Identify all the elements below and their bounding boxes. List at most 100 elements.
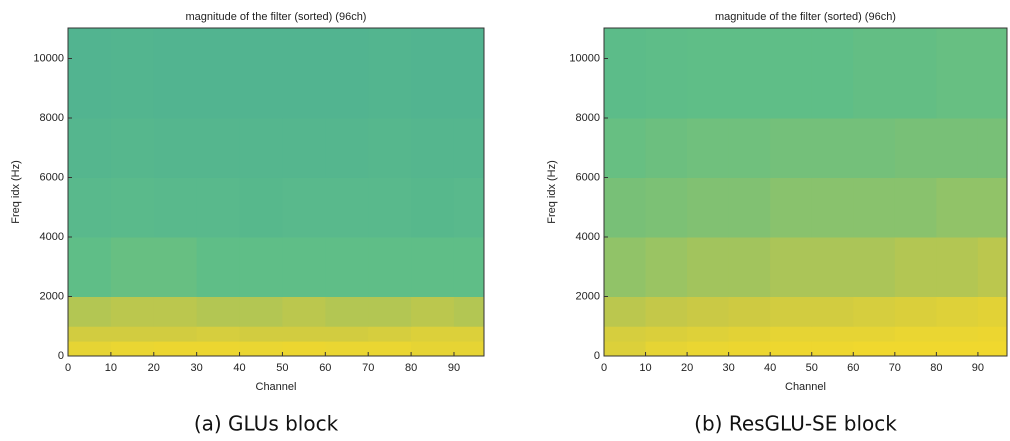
heatmap-cell <box>770 117 813 178</box>
heatmap-cell <box>453 341 485 357</box>
heatmap-cell <box>239 28 283 119</box>
x-tick-label: 30 <box>723 362 735 374</box>
heatmap-cell <box>453 28 485 119</box>
heatmap-cell <box>411 326 455 342</box>
heatmap-cell <box>153 177 198 238</box>
x-tick-label: 40 <box>764 362 776 374</box>
heatmap-cell <box>853 117 896 178</box>
heatmap-cell <box>68 236 112 297</box>
heatmap-cell <box>325 326 369 342</box>
heatmap-cell <box>196 28 241 119</box>
heatmap-cell <box>894 326 937 342</box>
heatmap-cell <box>453 177 485 238</box>
heatmap-cell <box>728 326 771 342</box>
x-tick-label: 20 <box>148 362 160 374</box>
heatmap-cell <box>936 296 979 327</box>
heatmap-cell <box>645 341 688 357</box>
y-tick-label: 0 <box>58 350 64 362</box>
y-tick-label: 6000 <box>40 171 64 183</box>
heatmap-cell <box>196 326 241 342</box>
heatmap-cell <box>282 341 326 357</box>
axes-box <box>603 27 1008 357</box>
heatmap-cell <box>853 296 896 327</box>
heatmap-cell <box>687 326 730 342</box>
y-tick-label: 4000 <box>576 231 600 243</box>
heatmap-cell <box>687 28 730 119</box>
heatmap-cell <box>68 117 112 178</box>
heatmap-cell <box>811 296 854 327</box>
x-tick-label: 70 <box>362 362 374 374</box>
heatmap-cell <box>728 28 771 119</box>
x-tick-label: 10 <box>639 362 651 374</box>
heatmap-cell <box>604 341 647 357</box>
heatmap-cell <box>325 177 369 238</box>
heatmap-cell <box>153 326 198 342</box>
x-tick-label: 90 <box>448 362 460 374</box>
heatmap-cell <box>728 341 771 357</box>
heatmap-cell <box>110 117 155 178</box>
chart-title: magnitude of the filter (sorted) (96ch) <box>715 11 896 23</box>
heatmap-cell <box>153 117 198 178</box>
heatmap-cell <box>239 236 283 297</box>
heatmap-cell <box>770 326 813 342</box>
heatmap-cell <box>110 177 155 238</box>
x-tick-label: 20 <box>681 362 693 374</box>
heatmap-cell <box>153 28 198 119</box>
heatmap-cell <box>239 326 283 342</box>
heatmap-cell <box>894 117 937 178</box>
heatmap-cell <box>282 177 326 238</box>
heatmap-cell <box>110 236 155 297</box>
y-tick-label: 6000 <box>576 171 600 183</box>
heatmap-cell <box>110 28 155 119</box>
x-tick-label: 50 <box>806 362 818 374</box>
heatmap-cell <box>687 296 730 327</box>
y-tick-label: 10000 <box>569 52 600 64</box>
heatmap-cell <box>645 326 688 342</box>
heatmap-cell <box>853 177 896 238</box>
heatmap-cell <box>239 296 283 327</box>
heatmap-cell <box>894 177 937 238</box>
heatmap-cell <box>645 236 688 297</box>
heatmap-cell <box>453 117 485 178</box>
heatmap-cell <box>977 326 1008 342</box>
heatmap-cell <box>110 296 155 327</box>
heatmap-cell <box>411 117 455 178</box>
heatmap-cell <box>977 177 1008 238</box>
heatmap-cell <box>411 341 455 357</box>
heatmap-cell <box>325 296 369 327</box>
heatmap-cell <box>936 117 979 178</box>
heatmap-cell <box>645 296 688 327</box>
heatmap-cell <box>894 341 937 357</box>
heatmap-cell <box>728 236 771 297</box>
heatmap-cell <box>728 296 771 327</box>
heatmap-cell <box>977 28 1008 119</box>
heatmap-cell <box>853 28 896 119</box>
y-tick-label: 2000 <box>40 290 64 302</box>
heatmap-cell <box>894 236 937 297</box>
heatmap-cell <box>453 236 485 297</box>
heatmap-cell <box>411 296 455 327</box>
heatmap-cell <box>604 28 647 119</box>
heatmap-cell <box>196 236 241 297</box>
heatmap-cell <box>811 117 854 178</box>
heatmap-cell <box>645 117 688 178</box>
x-tick-label: 80 <box>930 362 942 374</box>
heatmap-cell <box>894 296 937 327</box>
heatmap-cell <box>604 296 647 327</box>
heatmap-cell <box>853 326 896 342</box>
heatmap-cell <box>728 117 771 178</box>
heatmap-cell <box>239 117 283 178</box>
heatmap-cell <box>325 28 369 119</box>
heatmap-cell <box>68 341 112 357</box>
heatmap-cell <box>411 177 455 238</box>
heatmap-cell <box>196 177 241 238</box>
heatmap-cell <box>977 341 1008 357</box>
chart-title: magnitude of the filter (sorted) (96ch) <box>186 11 367 23</box>
heatmap-cell <box>368 28 412 119</box>
heatmap-cell <box>411 236 455 297</box>
heatmap-cell <box>68 177 112 238</box>
heatmap-cell <box>368 177 412 238</box>
x-tick-label: 0 <box>601 362 607 374</box>
x-tick-label: 30 <box>191 362 203 374</box>
